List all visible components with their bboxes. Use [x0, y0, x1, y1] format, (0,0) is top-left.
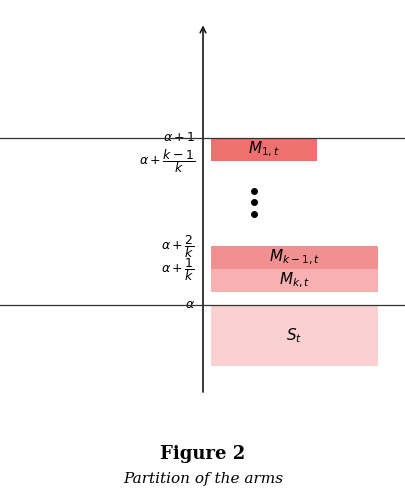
Text: $S_t$: $S_t$ [286, 326, 302, 345]
Text: $M_{1,t}$: $M_{1,t}$ [247, 139, 279, 159]
Text: $M_{k-1,t}$: $M_{k-1,t}$ [268, 248, 319, 267]
Text: $\alpha + \dfrac{k-1}{k}$: $\alpha + \dfrac{k-1}{k}$ [139, 146, 194, 174]
Text: Figure 2: Figure 2 [160, 445, 245, 463]
Text: $\alpha$: $\alpha$ [184, 298, 194, 311]
Text: $\alpha + \dfrac{2}{k}$: $\alpha + \dfrac{2}{k}$ [161, 233, 194, 260]
Text: Partition of the arms: Partition of the arms [123, 472, 282, 486]
Text: $\alpha + 1$: $\alpha + 1$ [162, 131, 194, 144]
Text: $\alpha + \dfrac{1}{k}$: $\alpha + \dfrac{1}{k}$ [161, 256, 194, 283]
Text: $M_{k,t}$: $M_{k,t}$ [278, 271, 309, 290]
Bar [211, 137, 316, 160]
Bar [211, 269, 377, 292]
Bar [211, 305, 377, 366]
Bar [211, 247, 377, 269]
